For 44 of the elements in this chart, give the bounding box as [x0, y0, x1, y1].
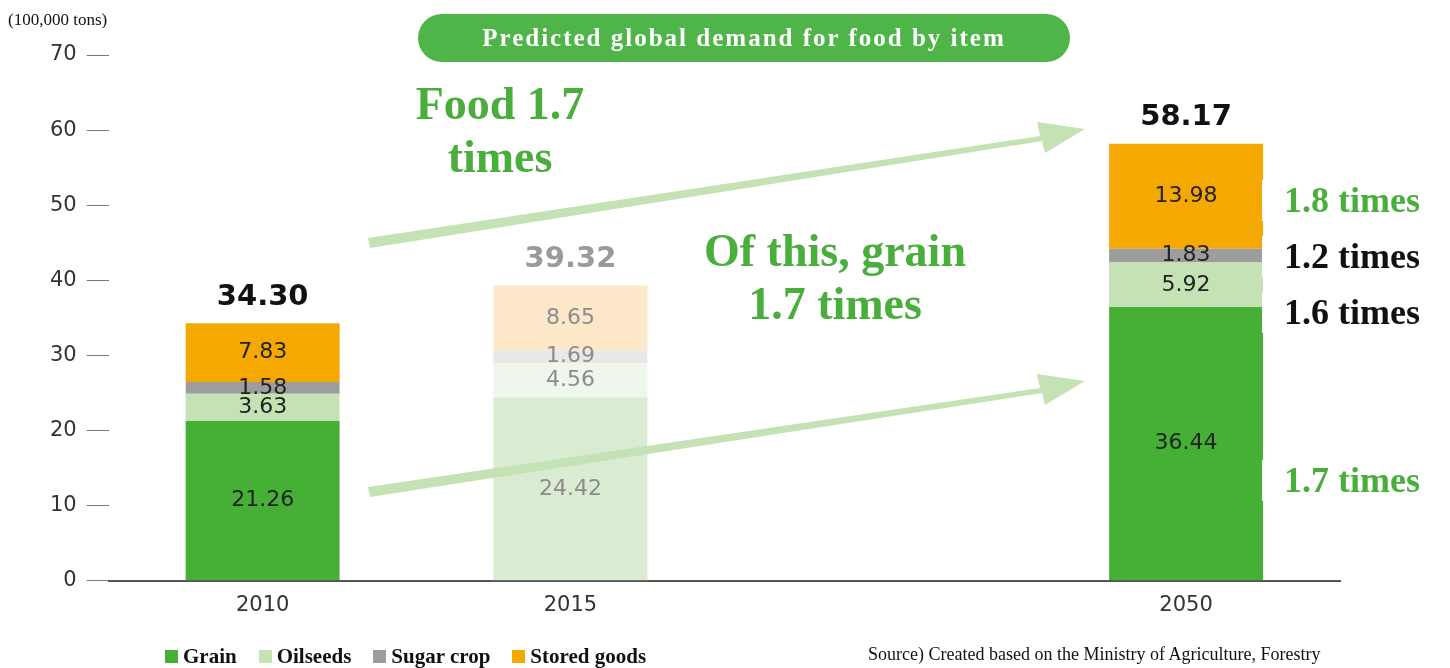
total-label: 39.32 [524, 239, 617, 274]
x-tick-label: 2010 [235, 591, 290, 616]
x-tick-label: 2050 [1159, 591, 1213, 616]
annotation: 1.6 times [1262, 292, 1442, 334]
y-tick-label: 70 [49, 41, 77, 66]
legend-label: Sugar crop [390, 644, 491, 668]
data-label: 21.26 [231, 486, 295, 512]
y-tick-label: 10 [49, 492, 77, 517]
annotation: 1.8 times [1262, 180, 1442, 222]
annotation: 1.7 times [1262, 460, 1442, 502]
y-tick-label: 0 [63, 567, 77, 592]
y-tick-label: 30 [49, 341, 77, 366]
data-label: 7.83 [238, 338, 288, 364]
data-label: 13.98 [1154, 182, 1218, 208]
bar [493, 397, 648, 581]
annotation: Of this, grain 1.7 times [703, 225, 967, 331]
total-label: 34.30 [216, 277, 309, 312]
data-label: 8.65 [545, 303, 595, 329]
annotation: 1.2 times [1262, 236, 1442, 278]
legend-label: Stored goods [529, 644, 647, 668]
y-axis-title: (100,000 tons) [8, 10, 108, 30]
y-tick-label: 40 [49, 266, 77, 291]
bar [1109, 262, 1264, 308]
bar [493, 363, 648, 398]
annotation: Food 1.7 times [414, 78, 586, 184]
total-label: 58.17 [1140, 98, 1232, 133]
data-label: 1.69 [545, 342, 595, 368]
bar [185, 421, 340, 581]
y-tick-label: 20 [49, 417, 77, 442]
bar [1109, 307, 1264, 581]
x-tick-label: 2015 [543, 591, 598, 616]
data-label: 1.83 [1161, 241, 1211, 267]
source-note: Source) Created based on the Ministry of Agriculture, Forestry [868, 644, 1322, 665]
bar [185, 393, 340, 422]
data-label: 24.42 [538, 474, 602, 500]
data-label: 5.92 [1161, 270, 1211, 296]
y-tick-label: 50 [49, 191, 77, 216]
data-label: 4.56 [545, 365, 595, 391]
banner: Predicted global demand for food by item [418, 14, 1070, 62]
y-tick-label: 60 [49, 116, 77, 141]
data-label: 36.44 [1154, 429, 1218, 455]
data-label: 3.63 [238, 393, 288, 419]
legend-label: Grain [182, 644, 237, 668]
legend-label: Oilseeds [275, 644, 352, 668]
